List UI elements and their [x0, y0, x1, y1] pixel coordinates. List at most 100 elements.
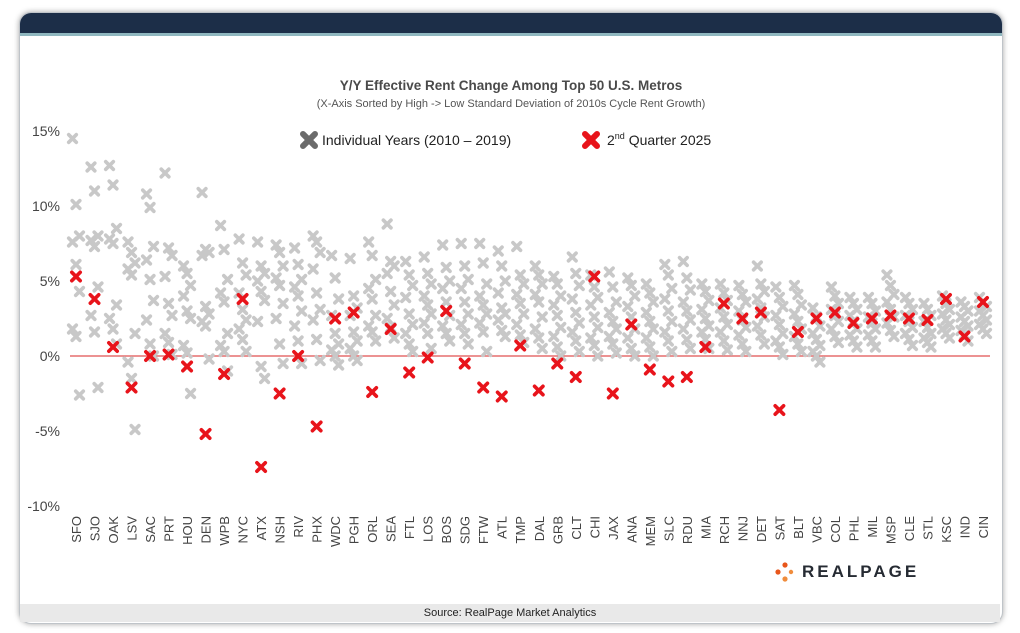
x-tick-label: NSH: [273, 516, 288, 543]
individual-year-point: [73, 389, 86, 401]
x-tick-label: MIA: [698, 516, 713, 539]
individual-year-point: [270, 312, 282, 325]
individual-year-point: [603, 266, 615, 278]
individual-year-point: [370, 309, 382, 322]
q2-2025-point: [181, 360, 194, 373]
individual-year-point: [240, 314, 252, 326]
individual-year-point: [647, 350, 659, 362]
x-tick-label: ATX: [254, 516, 269, 541]
q2-2025-point: [88, 292, 101, 306]
individual-year-point: [755, 278, 767, 290]
individual-year-point: [236, 303, 249, 316]
q2-2025-point: [477, 381, 490, 394]
x-tick-label: BLT: [791, 516, 806, 539]
q2-2025-point: [680, 370, 693, 384]
individual-year-point: [499, 275, 511, 287]
individual-year-point: [147, 240, 160, 253]
individual-year-point: [807, 302, 819, 314]
individual-year-point: [795, 345, 807, 358]
q2-2025-point: [976, 295, 990, 309]
individual-year-point: [177, 339, 190, 352]
individual-year-point: [477, 299, 489, 311]
individual-year-point: [289, 281, 301, 293]
individual-year-point: [218, 345, 230, 358]
individual-year-point: [570, 267, 582, 280]
individual-year-point: [221, 273, 234, 286]
individual-year-point: [666, 345, 678, 358]
individual-year-point: [400, 255, 412, 268]
individual-year-point: [311, 287, 323, 299]
individual-year-point: [181, 347, 193, 359]
x-tick-label: MEM: [643, 516, 658, 546]
individual-year-point: [289, 242, 301, 254]
individual-year-point: [196, 186, 208, 199]
q2-2025-point: [421, 351, 434, 364]
q2-2025-point: [514, 339, 527, 352]
individual-year-point: [407, 345, 419, 358]
source-footer: Source: RealPage Market Analytics: [20, 604, 1000, 622]
individual-year-point: [418, 251, 430, 263]
individual-year-point: [625, 342, 637, 355]
individual-year-point: [366, 293, 378, 305]
individual-year-point: [659, 258, 671, 271]
individual-year-point: [684, 314, 696, 326]
individual-year-point: [496, 260, 508, 272]
individual-year-point: [792, 338, 804, 350]
individual-year-point: [144, 338, 156, 350]
x-tick-label: CLE: [902, 516, 917, 542]
q2-2025-point: [662, 375, 675, 388]
individual-year-point: [644, 287, 656, 299]
individual-year-point: [555, 350, 567, 362]
individual-year-point: [129, 423, 141, 436]
individual-year-point: [474, 317, 486, 329]
individual-year-point: [777, 348, 789, 361]
x-tick-label: CHI: [587, 516, 602, 538]
q2-2025-point: [958, 330, 971, 343]
q2-2025-point: [532, 384, 545, 397]
individual-year-point: [622, 332, 634, 344]
x-tick-label: SJO: [88, 516, 103, 541]
individual-year-point: [699, 312, 711, 325]
individual-year-point: [881, 269, 893, 281]
individual-year-point: [684, 342, 696, 355]
individual-year-point: [869, 341, 882, 353]
individual-year-point: [122, 356, 134, 368]
individual-year-point: [740, 345, 752, 358]
x-tick-label: NNJ: [735, 516, 750, 541]
x-tick-label: RCH: [717, 516, 732, 544]
x-tick-label: LSV: [125, 516, 140, 541]
individual-year-point: [344, 252, 356, 265]
individual-year-point: [403, 308, 415, 320]
x-tick-label: MIL: [865, 516, 880, 538]
individual-year-point: [566, 251, 578, 263]
individual-year-point: [758, 338, 770, 350]
individual-year-point: [140, 188, 153, 200]
individual-year-point: [107, 237, 119, 250]
individual-year-point: [125, 269, 138, 281]
individual-year-point: [529, 288, 541, 301]
individual-year-point: [184, 312, 197, 325]
individual-year-point: [233, 323, 245, 335]
individual-year-point: [274, 338, 286, 350]
individual-year-point: [236, 333, 249, 346]
individual-year-point: [107, 179, 119, 191]
individual-year-point: [289, 320, 301, 332]
individual-year-point: [166, 309, 178, 322]
individual-year-point: [677, 323, 689, 335]
individual-year-point: [696, 303, 708, 316]
individual-year-point: [829, 290, 841, 302]
individual-year-point: [721, 344, 733, 356]
individual-year-point: [573, 317, 585, 329]
individual-year-point: [662, 335, 674, 347]
individual-year-point: [514, 297, 526, 310]
individual-year-point: [536, 311, 548, 323]
individual-year-point: [610, 347, 622, 359]
individual-year-point: [733, 329, 745, 341]
individual-year-point: [221, 327, 234, 340]
individual-year-point: [773, 341, 785, 353]
individual-year-point: [277, 357, 289, 370]
individual-year-point: [184, 279, 197, 292]
individual-year-point: [233, 233, 245, 245]
individual-year-point: [455, 282, 467, 295]
x-tick-label: PHX: [310, 516, 325, 543]
